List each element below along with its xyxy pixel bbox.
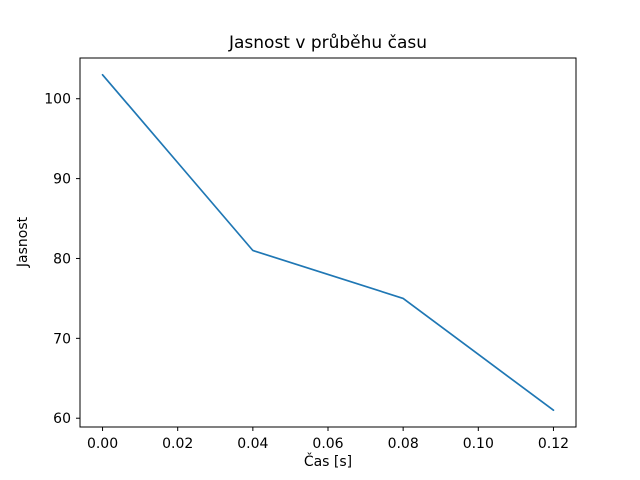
y-tick-label: 90 (53, 172, 71, 188)
x-axis-label: Čas [s] (304, 452, 352, 470)
chart-title: Jasnost v průběhu času (228, 33, 427, 53)
x-tick-label: 0.04 (237, 436, 268, 452)
data-line-series (101, 73, 555, 412)
x-tick-label: 0.02 (162, 436, 193, 452)
x-axis-ticks: 0.00 0.02 0.04 0.06 0.08 0.10 0.12 (87, 427, 569, 452)
x-tick-label: 0.06 (312, 436, 343, 452)
y-axis-ticks: 60 70 80 90 100 (44, 92, 80, 427)
x-tick-label: 0.08 (388, 436, 419, 452)
y-axis-label: Jasnost (15, 216, 31, 268)
y-tick-label: 60 (53, 411, 71, 427)
x-tick-label: 0.00 (87, 436, 118, 452)
y-tick-label: 100 (44, 92, 71, 108)
y-tick-label: 80 (53, 251, 71, 267)
y-tick-label: 70 (53, 331, 71, 347)
x-tick-label: 0.10 (463, 436, 494, 452)
x-tick-label: 0.12 (538, 436, 569, 452)
